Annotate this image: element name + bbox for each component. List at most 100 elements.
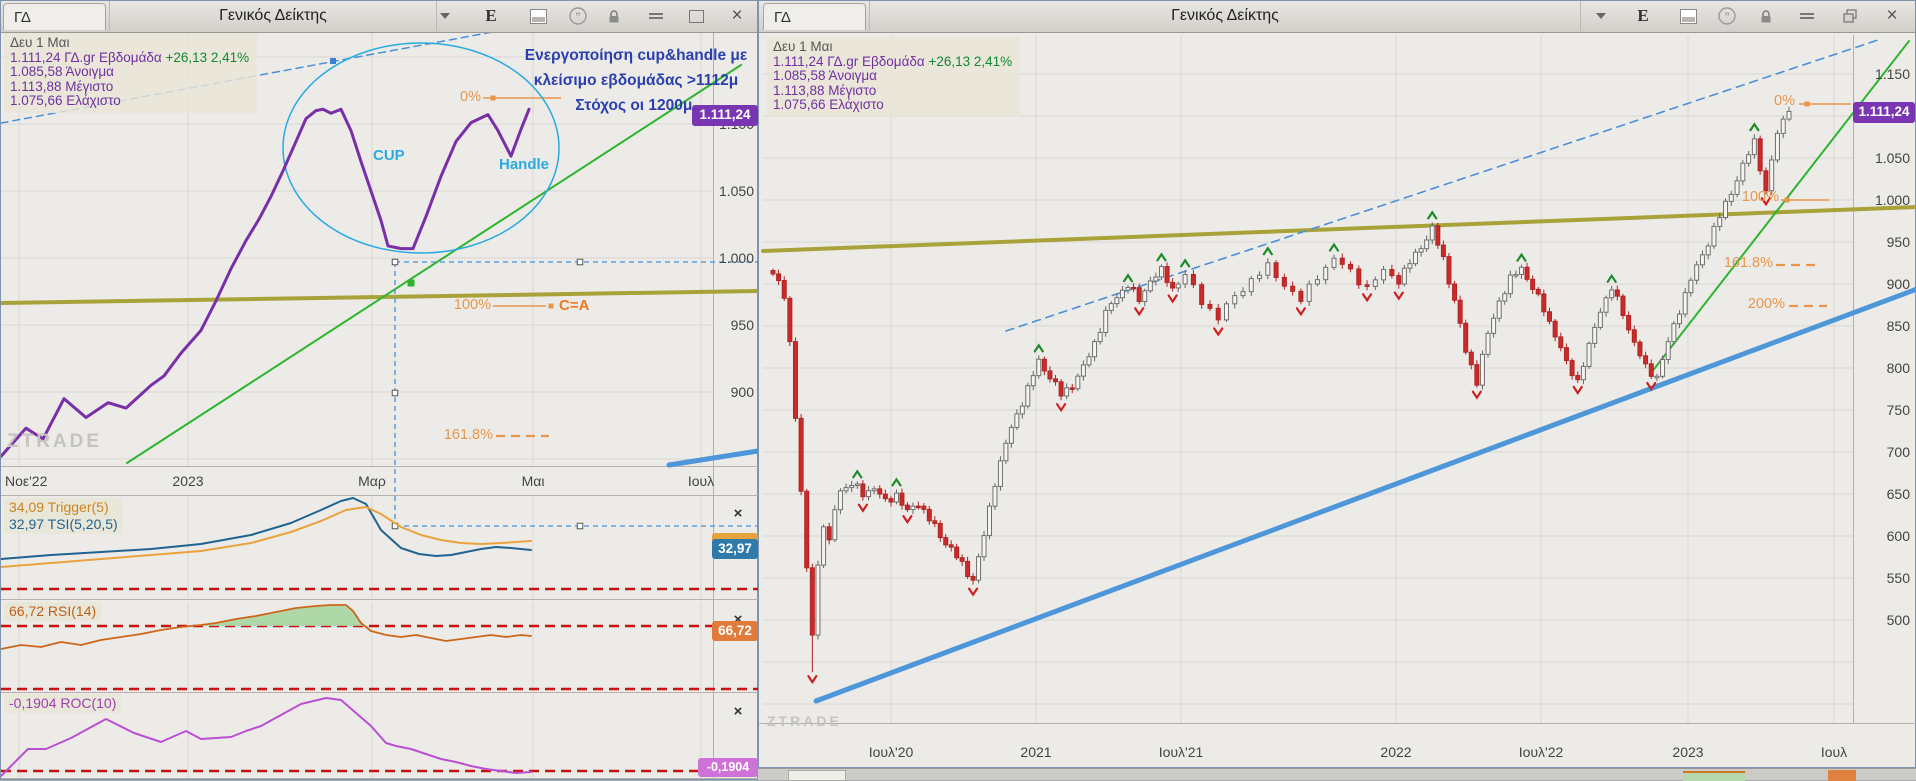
svg-text:Ιουλ'22: Ιουλ'22 bbox=[1519, 744, 1564, 760]
close-tsi-pane-button[interactable]: × bbox=[733, 505, 743, 522]
background-window-strip bbox=[758, 768, 1916, 781]
fib-161-label: 161.8% bbox=[443, 427, 493, 443]
svg-text:600: 600 bbox=[1887, 528, 1911, 544]
lock-icon bbox=[1761, 9, 1771, 22]
tsi-pane-labels: 34,09 Trigger(5) 32,97 TSI(5,20,5) bbox=[4, 498, 123, 534]
svg-text:2023: 2023 bbox=[172, 473, 203, 489]
chart-style-button[interactable] bbox=[1674, 3, 1702, 29]
cup-label: CUP bbox=[373, 147, 405, 164]
right-trendlines-layer bbox=[761, 38, 1916, 704]
left-chart-window: 1.1001.0501.000950900Νοε'222023ΜαρΜαιΙου… bbox=[0, 0, 759, 781]
svg-text:750: 750 bbox=[1887, 402, 1911, 418]
left-chart-canvas[interactable]: 1.1001.0501.000950900Νοε'222023ΜαρΜαιΙου… bbox=[1, 1, 759, 781]
restore-button[interactable] bbox=[1836, 3, 1864, 29]
svg-text:”: ” bbox=[575, 11, 581, 23]
svg-text:1.000: 1.000 bbox=[1875, 192, 1910, 208]
expert-button[interactable]: E bbox=[485, 6, 497, 25]
expert-button[interactable]: E bbox=[1637, 6, 1649, 25]
menu-icon bbox=[1800, 13, 1814, 19]
green-trendline[interactable] bbox=[126, 64, 742, 464]
svg-text:900: 900 bbox=[731, 384, 755, 400]
svg-text:Μαρ: Μαρ bbox=[358, 473, 386, 489]
svg-text:Ιουλ: Ιουλ bbox=[1821, 744, 1847, 760]
quote-date: Δευ 1 Μαι bbox=[773, 39, 833, 54]
lock-button[interactable] bbox=[600, 3, 628, 29]
svg-text:500: 500 bbox=[1887, 612, 1911, 628]
quote-change: +26,13 2,41% bbox=[928, 53, 1013, 69]
svg-text:Ιουλ'21: Ιουλ'21 bbox=[1159, 744, 1204, 760]
symbol-dropdown-button[interactable] bbox=[1587, 3, 1615, 29]
c-equals-a-label: C=A bbox=[559, 297, 590, 314]
background-window-fragment bbox=[1683, 771, 1745, 781]
fib-100-label: 100% bbox=[1741, 189, 1779, 205]
quote-price: 1.111,24 ΓΔ.gr Εβδομάδα bbox=[10, 49, 162, 65]
quote-high: 1.113,88 Μέγιστο bbox=[10, 78, 114, 94]
price-line-layer bbox=[1, 107, 531, 458]
fib-100-label: 100% bbox=[453, 297, 491, 313]
left-axis-labels: 1.1001.0501.000950900Νοε'222023ΜαρΜαιΙου… bbox=[5, 116, 754, 489]
chart-style-button[interactable] bbox=[524, 3, 552, 29]
right-chart-canvas[interactable]: 1.150 1.050 1.000 950 900 850 800 750 700 650 600 5… bbox=[759, 1, 1916, 769]
menu-button[interactable] bbox=[642, 3, 670, 29]
right-fib-tool bbox=[1776, 101, 1851, 308]
chart-style-icon bbox=[529, 8, 547, 24]
background-window-fragment bbox=[788, 770, 846, 781]
weekly-close-line bbox=[1, 107, 531, 458]
svg-text:650: 650 bbox=[1887, 486, 1911, 502]
tsi-value-badge: 32,97 bbox=[712, 539, 758, 559]
quote-change: +26,13 2,41% bbox=[165, 49, 250, 65]
left-quote-overlay: Δευ 1 Μαι 1.111,24 ΓΔ.gr Εβδομάδα +26,13… bbox=[4, 33, 258, 113]
annotation-line: Ενεργοποίηση cup&handle με bbox=[524, 47, 748, 64]
quote-low: 1.075,66 Ελάχιστο bbox=[773, 97, 884, 112]
left-window-header: ΓΔ Γενικός Δείκτης E ” × bbox=[1, 1, 757, 33]
quote-open: 1.085,58 Άνοιγμα bbox=[10, 64, 114, 79]
quote-date: Δευ 1 Μαι bbox=[10, 35, 70, 50]
quote-open: 1.085,58 Άνοιγμα bbox=[773, 68, 877, 83]
svg-text:2021: 2021 bbox=[1020, 744, 1051, 760]
fib-200-label: 200% bbox=[1747, 296, 1785, 312]
quote-price: 1.111,24 ΓΔ.gr Εβδομάδα bbox=[773, 53, 925, 69]
left-symbol-tab[interactable]: ΓΔ bbox=[3, 3, 106, 30]
restore-icon bbox=[1842, 9, 1857, 23]
svg-text:1.050: 1.050 bbox=[719, 183, 754, 199]
lock-button[interactable] bbox=[1752, 3, 1780, 29]
right-window-title: Γενικός Δείκτης bbox=[869, 1, 1581, 31]
svg-text:950: 950 bbox=[1887, 234, 1911, 250]
svg-text:Ιουλ: Ιουλ bbox=[688, 473, 714, 489]
close-window-button[interactable]: × bbox=[1886, 5, 1898, 26]
threshold-lines bbox=[1, 587, 759, 773]
symbol-dropdown-button[interactable] bbox=[431, 3, 459, 29]
right-symbol-label: ΓΔ bbox=[774, 9, 791, 26]
cup-handle-ellipse bbox=[282, 42, 560, 254]
svg-text:Μαι: Μαι bbox=[522, 473, 545, 489]
quote-high: 1.113,88 Μέγιστο bbox=[773, 82, 877, 98]
svg-text:”: ” bbox=[1724, 11, 1730, 23]
annotation-line: Στόχος οι 1200μ. bbox=[575, 97, 697, 114]
fib-tool bbox=[483, 95, 561, 438]
svg-text:950: 950 bbox=[731, 317, 755, 333]
right-symbol-tab[interactable]: ΓΔ bbox=[763, 3, 866, 30]
menu-button[interactable] bbox=[1793, 3, 1821, 29]
quote-button[interactable]: ” bbox=[564, 3, 592, 29]
svg-text:550: 550 bbox=[1887, 570, 1911, 586]
long-term-support-line[interactable] bbox=[813, 286, 1916, 704]
fib-0-label: 0% bbox=[1774, 93, 1795, 109]
background-window-fragment bbox=[1828, 770, 1856, 781]
indicator-lines bbox=[1, 497, 532, 777]
maximize-button[interactable] bbox=[682, 3, 710, 29]
roc-value-badge: -0,1904 bbox=[698, 758, 758, 777]
quote-icon: ” bbox=[1718, 7, 1736, 25]
quote-button[interactable]: ” bbox=[1713, 3, 1741, 29]
close-roc-pane-button[interactable]: × bbox=[733, 703, 743, 720]
right-axis-labels: 1.150 1.050 1.000 950 900 850 800 750 700 650 600 5… bbox=[869, 66, 1911, 760]
svg-text:900: 900 bbox=[1887, 276, 1911, 292]
ztrade-watermark: ZTRADE bbox=[7, 431, 103, 452]
roc-label: -0,1904 ROC(10) bbox=[4, 694, 122, 713]
close-rsi-pane-button[interactable]: × bbox=[733, 611, 743, 628]
last-price-badge: 1.111,24 bbox=[692, 105, 758, 126]
last-price-badge: 1.111,24 bbox=[1853, 102, 1915, 123]
right-quote-overlay: Δευ 1 Μαι 1.111,24 ΓΔ.gr Εβδομάδα +26,13… bbox=[767, 37, 1021, 117]
cup-handle-annotation: Ενεργοποίηση cup&handle με κλείσιμο εβδο… bbox=[471, 43, 801, 118]
chart-style-icon bbox=[1679, 8, 1697, 24]
close-window-button[interactable]: × bbox=[731, 5, 743, 26]
